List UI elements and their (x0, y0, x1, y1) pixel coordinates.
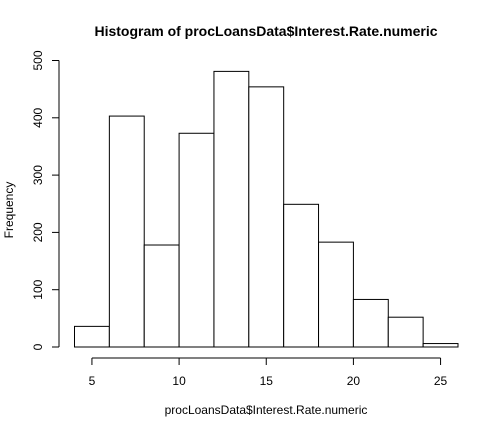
histogram-bar (178, 132, 215, 348)
histogram-bar (74, 325, 110, 348)
histogram-bar (213, 70, 250, 348)
x-tick-label: 25 (434, 374, 448, 388)
histogram-bar (143, 244, 180, 348)
x-tick-label: 20 (347, 374, 361, 388)
chart-title: Histogram of procLoansData$Interest.Rate… (94, 23, 437, 39)
bars-group (74, 70, 459, 348)
y-tick-label: 0 (31, 343, 45, 350)
x-axis-label: procLoansData$Interest.Rate.numeric (165, 403, 368, 417)
histogram-bar (108, 115, 145, 348)
histogram-bar (387, 316, 424, 348)
y-tick-label: 300 (31, 165, 45, 185)
y-tick-label: 200 (31, 222, 45, 242)
y-tick-label: 500 (31, 50, 45, 70)
y-axis: 0 100 200 300 400 500 (31, 50, 60, 350)
y-tick-label: 100 (31, 279, 45, 299)
histogram-bar (318, 241, 354, 348)
x-tick-label: 10 (172, 374, 186, 388)
x-tick-label: 5 (89, 374, 96, 388)
histogram-bar (248, 86, 285, 348)
x-tick-label: 15 (260, 374, 274, 388)
histogram-bar (352, 298, 389, 348)
histogram-bar (422, 343, 459, 348)
histogram-bar (283, 203, 320, 348)
x-axis: 5 10 15 20 25 (89, 357, 448, 388)
y-tick-label: 400 (31, 107, 45, 127)
y-axis-label: Frequency (2, 182, 16, 239)
